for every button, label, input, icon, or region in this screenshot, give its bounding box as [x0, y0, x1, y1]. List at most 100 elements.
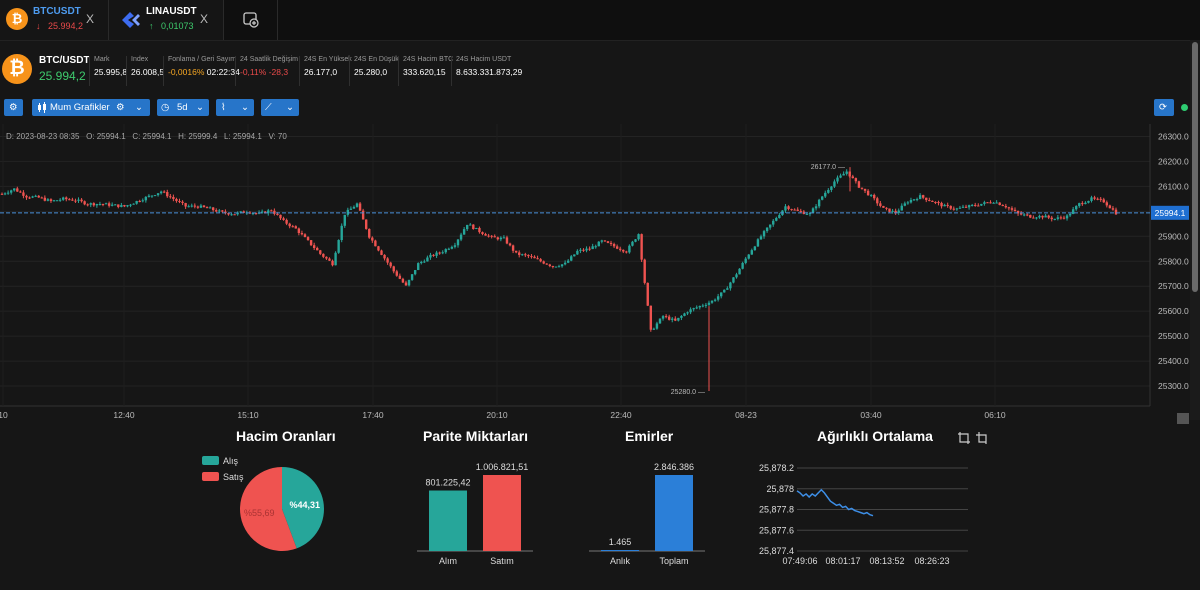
candle-body: [778, 215, 781, 219]
candle-body: [1035, 217, 1038, 219]
clock-icon: ◷: [161, 102, 170, 113]
candle-body: [285, 219, 288, 224]
add-tab-button[interactable]: [225, 0, 278, 40]
candle-body: [1087, 200, 1090, 203]
time-tick-label: 06:10: [984, 410, 1006, 420]
candle-body: [395, 271, 398, 276]
candle-body: [701, 305, 705, 307]
ohlc-high: H: 25999.4: [178, 132, 218, 141]
candle-body: [634, 239, 637, 242]
candle-body: [692, 308, 695, 310]
interval-dropdown[interactable]: ◷ 5d ⌄: [157, 99, 209, 116]
candle-body: [741, 262, 744, 269]
candlestick-chart[interactable]: 26300.026200.026100.026000.025900.025800…: [0, 124, 1190, 424]
price-tick-label: 25900.0: [1158, 231, 1189, 241]
candle-body: [309, 240, 313, 246]
candle-body: [316, 247, 319, 251]
candle-body: [793, 209, 796, 211]
candle-body: [551, 265, 555, 267]
candle-body: [380, 250, 383, 255]
scrollbar-thumb[interactable]: [1192, 42, 1198, 292]
resize-handle[interactable]: [1177, 413, 1189, 425]
close-icon[interactable]: X: [86, 12, 95, 26]
price-tick-label: 25700.0: [1158, 281, 1189, 291]
orders-bar: [601, 550, 639, 551]
candle-body: [104, 203, 108, 205]
candle-body: [576, 250, 579, 255]
indicators-dropdown[interactable]: ⌇ ⌄: [216, 99, 254, 116]
candle-body: [866, 190, 870, 196]
candle-body: [456, 239, 460, 246]
candle-body: [273, 210, 276, 214]
candle-body: [43, 197, 47, 201]
candle-body: [343, 214, 346, 226]
time-tick-label: 03:40: [860, 410, 882, 420]
page-scrollbar[interactable]: [1190, 40, 1200, 420]
candle-body: [524, 254, 527, 256]
candle-body: [493, 236, 496, 238]
candle-body: [138, 200, 141, 202]
gear-icon[interactable]: ⚙: [116, 102, 125, 113]
candle-body: [560, 264, 564, 267]
pie-label: %44,31: [289, 500, 320, 510]
candle-body: [857, 181, 861, 188]
candle-body: [768, 224, 772, 228]
candle-body: [190, 205, 193, 207]
candle-body: [643, 259, 646, 283]
candle-body: [22, 192, 25, 196]
candle-body: [539, 259, 542, 262]
price-chart[interactable]: 26300.026200.026100.026000.025900.025800…: [0, 124, 1190, 424]
candle-body: [340, 225, 343, 241]
candle-body: [178, 200, 181, 202]
candle-body: [156, 193, 160, 196]
candle-body: [205, 207, 209, 209]
candle-body: [1004, 206, 1008, 208]
refresh-button[interactable]: ⟳: [1154, 99, 1174, 116]
candle-body: [820, 196, 824, 200]
candle-body: [747, 254, 750, 259]
price-tick-label: 25500.0: [1158, 331, 1189, 341]
expand-icon[interactable]: [958, 432, 970, 444]
pie-label: %55,69: [244, 508, 275, 518]
time-tick-label: 22:40: [610, 410, 632, 420]
candle-body: [756, 239, 760, 247]
avg-x-tick: 08:13:52: [869, 556, 904, 566]
close-icon[interactable]: X: [200, 12, 209, 26]
candle-body: [462, 229, 466, 235]
candle-body: [566, 260, 570, 263]
chevron-down-icon[interactable]: ⌄: [135, 102, 143, 113]
candle-body: [386, 258, 389, 263]
tab-btcusdt[interactable]: ₿ BTCUSDT ↓ 25.994,2 X: [0, 0, 109, 40]
candle-body: [282, 218, 285, 220]
candle-body: [484, 234, 487, 236]
candle-body: [713, 299, 717, 301]
candle-body: [1041, 215, 1044, 218]
candle-body: [490, 235, 493, 237]
candle-body: [903, 203, 907, 206]
candle-body: [511, 245, 515, 251]
candle-body: [426, 257, 429, 262]
tab-linausdt[interactable]: LINAUSDT ↑ 0,01073 X: [109, 0, 224, 40]
candle-body: [328, 258, 331, 261]
candle-body: [1013, 209, 1017, 211]
candle-body: [876, 198, 879, 204]
candle-body: [95, 204, 99, 206]
pair-amounts-category-label: Satım: [490, 556, 514, 566]
candle-body: [928, 200, 931, 202]
candle-body: [352, 206, 356, 209]
chart-settings-button[interactable]: ⚙: [4, 99, 23, 116]
candle-body: [974, 204, 977, 206]
drawing-tools-dropdown[interactable]: ⟋ ⌄: [261, 99, 299, 116]
candle-body: [582, 249, 585, 251]
last-price-badge: [1151, 205, 1189, 220]
collapse-icon[interactable]: [976, 432, 988, 444]
candle-body: [958, 207, 962, 209]
candle-body: [986, 202, 989, 204]
chart-toolbar: ⚙ Mum Grafikler ⚙ ⌄ ◷ 5d ⌄ ⌇ ⌄ ⟋ ⌄ ⟳: [0, 97, 1190, 119]
chart-type-dropdown[interactable]: Mum Grafikler ⚙ ⌄: [32, 99, 150, 116]
candle-body: [573, 254, 576, 257]
candle-body: [925, 197, 928, 201]
candle-body: [25, 195, 28, 198]
add-window-icon: [243, 12, 259, 28]
candle-body: [817, 199, 821, 207]
